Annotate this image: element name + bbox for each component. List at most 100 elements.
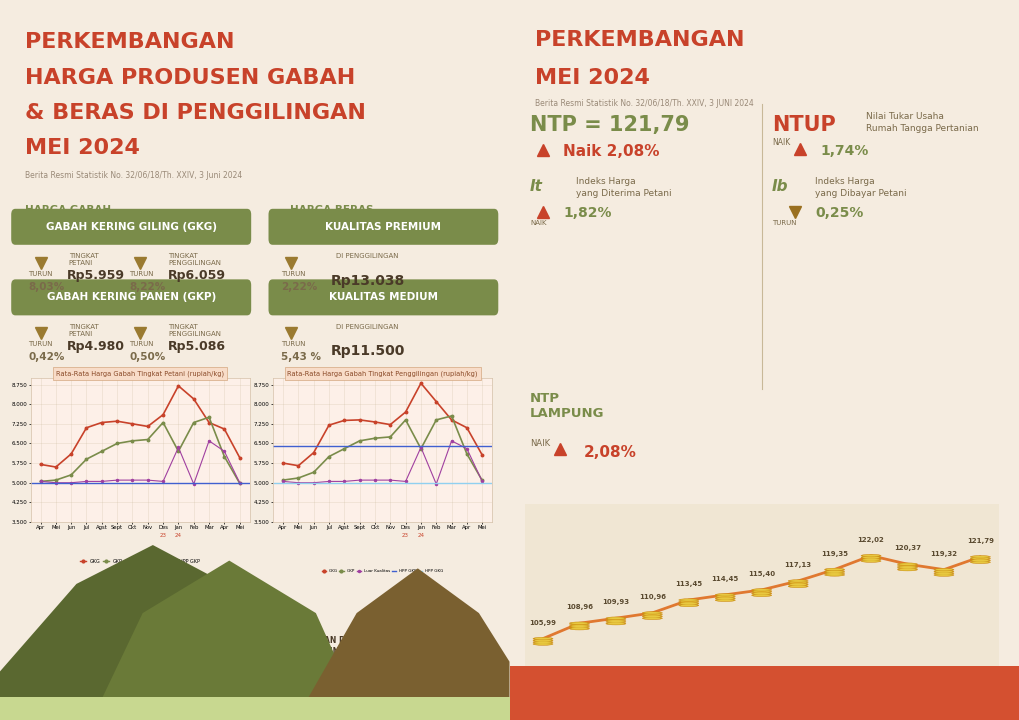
Ellipse shape xyxy=(607,621,624,623)
Ellipse shape xyxy=(861,556,881,559)
Text: TURUN: TURUN xyxy=(281,271,306,277)
Ellipse shape xyxy=(717,598,734,599)
Ellipse shape xyxy=(788,583,808,586)
Text: 1,74%: 1,74% xyxy=(820,144,868,158)
Ellipse shape xyxy=(970,559,990,562)
Ellipse shape xyxy=(898,564,917,567)
Text: 23: 23 xyxy=(160,533,166,538)
Ellipse shape xyxy=(863,557,879,559)
Ellipse shape xyxy=(607,623,624,624)
Text: Nilai Tukar Usaha: Nilai Tukar Usaha xyxy=(866,112,944,120)
Ellipse shape xyxy=(898,563,917,565)
Text: 122,02: 122,02 xyxy=(858,536,884,543)
Ellipse shape xyxy=(824,572,845,575)
Text: 24: 24 xyxy=(175,533,182,538)
Ellipse shape xyxy=(679,599,699,601)
Ellipse shape xyxy=(642,615,662,618)
Ellipse shape xyxy=(826,570,843,572)
Text: NTP
LAMPUNG: NTP LAMPUNG xyxy=(530,392,604,420)
Ellipse shape xyxy=(934,572,954,575)
Text: PERKEMBANGAN: PERKEMBANGAN xyxy=(535,30,745,50)
Ellipse shape xyxy=(863,554,879,557)
Ellipse shape xyxy=(681,601,697,603)
Text: PERKEMBANGAN: PERKEMBANGAN xyxy=(25,32,235,53)
Ellipse shape xyxy=(715,595,736,598)
Ellipse shape xyxy=(606,621,626,623)
FancyBboxPatch shape xyxy=(11,279,252,315)
Ellipse shape xyxy=(535,639,551,642)
Text: KUALITAS MEDIUM: KUALITAS MEDIUM xyxy=(329,292,438,302)
Ellipse shape xyxy=(788,585,808,588)
Text: NAIK: NAIK xyxy=(771,138,790,148)
FancyBboxPatch shape xyxy=(11,209,252,245)
Legend: GKG, GKP, Luar Kualitas, HPP GKP: GKG, GKP, Luar Kualitas, HPP GKP xyxy=(78,557,202,566)
Text: 119,32: 119,32 xyxy=(930,551,958,557)
Ellipse shape xyxy=(753,591,770,593)
Ellipse shape xyxy=(826,572,843,574)
Text: 8,22%: 8,22% xyxy=(129,282,166,292)
Ellipse shape xyxy=(607,619,624,621)
Ellipse shape xyxy=(935,574,952,576)
Text: 119,35: 119,35 xyxy=(821,551,848,557)
Ellipse shape xyxy=(972,558,988,559)
FancyBboxPatch shape xyxy=(0,697,510,720)
Text: TURUN: TURUN xyxy=(129,271,154,277)
Ellipse shape xyxy=(679,603,699,605)
Text: Rp4.980: Rp4.980 xyxy=(67,340,125,353)
Ellipse shape xyxy=(863,560,879,562)
Ellipse shape xyxy=(900,565,916,567)
Text: BADAN PUSAT STATISTIK
PROVINSI LAMPUNG
https://lampung.bps.go.id/: BADAN PUSAT STATISTIK PROVINSI LAMPUNG h… xyxy=(316,651,431,680)
Ellipse shape xyxy=(788,580,808,582)
Ellipse shape xyxy=(898,568,917,571)
Ellipse shape xyxy=(972,559,988,562)
Ellipse shape xyxy=(900,567,916,569)
Ellipse shape xyxy=(606,617,626,619)
Text: 120,37: 120,37 xyxy=(894,545,921,552)
Ellipse shape xyxy=(717,595,734,598)
Text: Indeks Harga: Indeks Harga xyxy=(815,177,875,186)
Ellipse shape xyxy=(972,556,988,558)
Ellipse shape xyxy=(752,590,771,593)
Ellipse shape xyxy=(535,638,551,639)
Text: 8,03%: 8,03% xyxy=(29,282,64,292)
Ellipse shape xyxy=(935,572,952,574)
Legend: GKG, GKP, Luar Kualitas, HPP GKP, HPP GKG: GKG, GKP, Luar Kualitas, HPP GKP, HPP GK… xyxy=(320,567,445,575)
Text: Rumah Tangga Pertanian: Rumah Tangga Pertanian xyxy=(866,124,979,132)
Text: Rp5.959: Rp5.959 xyxy=(67,269,125,282)
Text: Rp6.059: Rp6.059 xyxy=(168,269,226,282)
Text: HARGA GABAH: HARGA GABAH xyxy=(25,205,112,215)
Ellipse shape xyxy=(970,557,990,560)
Ellipse shape xyxy=(824,568,845,571)
Ellipse shape xyxy=(753,589,770,591)
Ellipse shape xyxy=(570,627,589,630)
Ellipse shape xyxy=(644,613,660,616)
Ellipse shape xyxy=(572,622,588,624)
Text: yang Dibayar Petani: yang Dibayar Petani xyxy=(815,189,907,197)
Text: 24: 24 xyxy=(418,533,425,538)
Ellipse shape xyxy=(752,594,771,597)
Text: TINGKAT
PENGGILINGAN: TINGKAT PENGGILINGAN xyxy=(168,324,221,337)
Text: yang Diterima Petani: yang Diterima Petani xyxy=(576,189,672,197)
Ellipse shape xyxy=(644,616,660,618)
Ellipse shape xyxy=(606,618,626,621)
Ellipse shape xyxy=(533,637,553,640)
Text: HARGA PRODUSEN GABAH: HARGA PRODUSEN GABAH xyxy=(25,68,356,89)
Ellipse shape xyxy=(934,570,954,572)
Ellipse shape xyxy=(861,554,881,557)
Ellipse shape xyxy=(642,617,662,620)
Text: 2,22%: 2,22% xyxy=(281,282,317,292)
Ellipse shape xyxy=(679,600,699,603)
Ellipse shape xyxy=(535,642,551,643)
Text: 5,43 %: 5,43 % xyxy=(281,352,321,362)
FancyBboxPatch shape xyxy=(269,209,498,245)
Ellipse shape xyxy=(606,622,626,625)
Ellipse shape xyxy=(826,574,843,576)
Ellipse shape xyxy=(935,570,952,572)
Ellipse shape xyxy=(533,639,553,642)
Ellipse shape xyxy=(570,626,589,628)
Text: NTUP: NTUP xyxy=(771,115,836,135)
Ellipse shape xyxy=(898,567,917,569)
Ellipse shape xyxy=(790,582,806,584)
Ellipse shape xyxy=(863,559,879,560)
Text: MEI 2024: MEI 2024 xyxy=(25,138,141,158)
